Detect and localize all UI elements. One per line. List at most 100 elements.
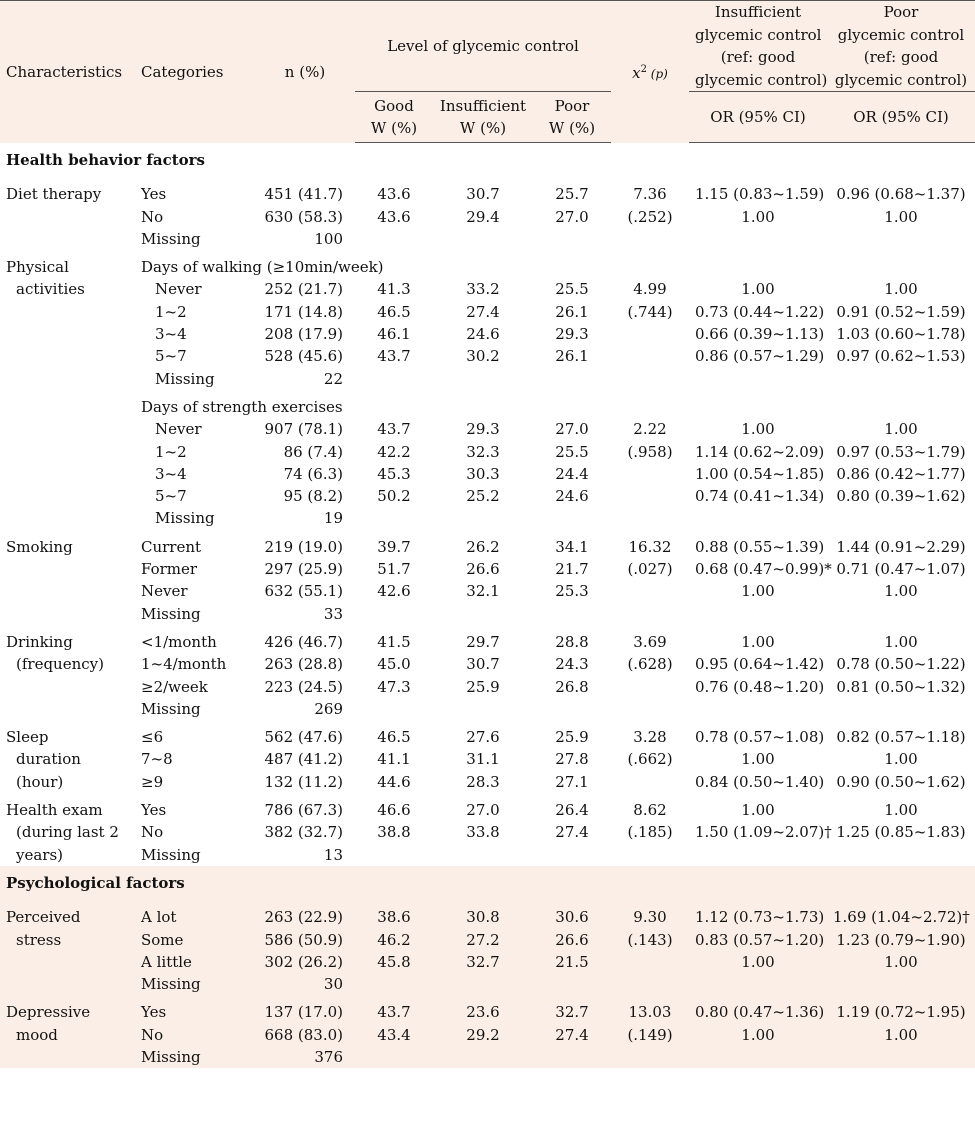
or-insufficient-cell: 0.78 (0.57~1.08) <box>695 728 825 747</box>
n-cell: 630 (58.3) <box>264 207 343 226</box>
or-poor-cell: 1.69 (1.04~2.72)† <box>827 900 975 929</box>
chi-cell: (.744) <box>627 302 673 321</box>
n-cell: 907 (78.1) <box>264 420 343 439</box>
poor-cell: 21.7 <box>555 560 589 579</box>
or-insufficient-cell: 1.12 (0.73~1.73) <box>689 900 827 929</box>
insufficient-cell <box>433 1045 533 1069</box>
chi-cell <box>611 228 689 250</box>
table-row: Missing 30 <box>0 973 975 996</box>
or-insufficient-cell: 0.68 (0.47~0.99)* <box>695 560 832 579</box>
characteristic-label: mood <box>16 1025 58 1044</box>
characteristic-cell: Physical activities <box>0 250 135 390</box>
insufficient-cell: 32.1 <box>466 582 500 601</box>
category-cell: Missing <box>135 973 255 996</box>
or-poor-cell: 1.19 (0.72~1.95) <box>827 995 975 1024</box>
or-poor-cell: 0.91 (0.52~1.59) <box>836 302 966 321</box>
poor-cell: 25.5 <box>555 280 589 299</box>
characteristic-cell: Depressive mood <box>0 995 135 1069</box>
poor-cell <box>533 973 611 996</box>
characteristic-label: (during last 2 <box>16 823 119 842</box>
or-poor-cell: 0.71 (0.47~1.07) <box>836 560 966 579</box>
table-row: Missing 376 <box>0 1045 975 1069</box>
insufficient-cell <box>433 698 533 720</box>
table-row: Never 252 (21.7) 41.3 33.2 25.5 4.99 1.00 1.00 <box>0 278 975 300</box>
chi-cell: 2.22 <box>633 420 667 439</box>
insufficient-cell: 27.2 <box>433 928 533 951</box>
category-cell: 3~4 <box>155 464 187 483</box>
table-row: Former 297 (25.9) 51.7 26.6 21.7 (.027) 0.68 (… <box>0 558 975 580</box>
or-poor-cell: 1.00 <box>884 632 918 651</box>
chi-cell <box>611 771 689 793</box>
or-insufficient-cell <box>689 1045 827 1069</box>
or-poor-cell: 1.00 <box>827 1023 975 1046</box>
insufficient-cell <box>433 507 533 529</box>
good-cell: 51.7 <box>377 560 411 579</box>
poor-cell: 27.4 <box>533 1023 611 1046</box>
chi-cell <box>611 580 689 602</box>
n-cell: 263 (22.9) <box>255 900 355 929</box>
n-cell: 528 (45.6) <box>264 347 343 366</box>
or-poor-cell <box>827 603 975 625</box>
or-poor-cell: 0.97 (0.62~1.53) <box>836 347 966 366</box>
n-cell: 74 (6.3) <box>283 464 343 483</box>
poor-cell: 30.6 <box>533 900 611 929</box>
or-poor-cell: 1.00 <box>884 207 918 226</box>
or-poor-cell: 1.00 <box>884 280 918 299</box>
characteristic-cell: Perceived stress <box>0 900 135 996</box>
table-row: 3~4 74 (6.3) 45.3 30.3 24.4 1.00 (0.54~1.85) 0… <box>0 463 975 485</box>
table-row: 1~4/month 263 (28.8) 45.0 30.7 24.3 (.628) 0.9… <box>0 653 975 675</box>
table-row: ≥9 132 (11.2) 44.6 28.3 27.1 0.84 (0.50~1.40)… <box>0 771 975 793</box>
characteristic-label: Health exam <box>6 801 103 820</box>
category-cell: A little <box>135 950 255 974</box>
characteristic-label: Physical <box>6 258 69 277</box>
chi-cell <box>611 345 689 367</box>
table-row: No 630 (58.3) 43.6 29.4 27.0 (.252) 1.00 1.00 <box>0 206 975 228</box>
header-n: n (%) <box>255 0 355 143</box>
n-cell: 100 <box>314 229 343 248</box>
or-insufficient-cell: 1.00 <box>741 582 775 601</box>
category-cell: 1~2 <box>155 442 187 461</box>
or-insufficient-cell <box>689 603 827 625</box>
chi-cell: 9.30 <box>611 900 689 929</box>
table-row: Never 907 (78.1) 43.7 29.3 27.0 2.22 1.00 1.00 <box>0 418 975 440</box>
poor-cell: 27.0 <box>555 420 589 439</box>
or-insufficient-cell: 0.83 (0.57~1.20) <box>689 928 827 951</box>
good-cell: 46.5 <box>377 302 411 321</box>
table-row: Sleep duration (hour) ≤6 562 (47.6) 46.5 27.6 2… <box>0 720 975 791</box>
category-cell: Current <box>141 537 202 556</box>
good-cell: 42.6 <box>377 582 411 601</box>
good-cell: 43.4 <box>355 1023 433 1046</box>
results-table-container: Characteristics Categories n (%) Level o… <box>0 0 975 1069</box>
good-cell: 47.3 <box>377 677 411 696</box>
table-row: 3~4 208 (17.9) 46.1 24.6 29.3 0.66 (0.39~1.13… <box>0 323 975 345</box>
chi-cell <box>611 698 689 720</box>
section-title-row: Psychological factors <box>0 865 975 901</box>
header-or-poor-line1: Poor <box>883 3 919 21</box>
characteristic-label: years) <box>16 845 64 864</box>
table-row: ≥2/week 223 (24.5) 47.3 25.9 26.8 0.76 (0.48~… <box>0 676 975 698</box>
chi-cell: 7.36 <box>633 185 667 204</box>
characteristic-label: Smoking <box>6 537 73 556</box>
category-cell: 5~7 <box>155 347 187 366</box>
or-poor-cell <box>827 368 975 390</box>
chi-cell: 8.62 <box>633 801 667 820</box>
n-cell: 19 <box>323 509 343 528</box>
n-cell: 668 (83.0) <box>255 1023 355 1046</box>
n-cell: 95 (8.2) <box>283 487 343 506</box>
good-cell: 45.3 <box>377 464 411 483</box>
header-chi-p: (p) <box>646 66 668 81</box>
section-title: Psychological factors <box>0 865 975 901</box>
good-cell: 43.7 <box>355 995 433 1024</box>
category-cell: Never <box>155 280 202 299</box>
insufficient-cell: 33.2 <box>466 280 500 299</box>
category-cell: Missing <box>141 604 201 623</box>
chi-cell: 3.69 <box>633 632 667 651</box>
n-cell: 22 <box>323 369 343 388</box>
category-cell: A lot <box>135 900 255 929</box>
good-cell: 43.7 <box>377 420 411 439</box>
section-health-behavior: Health behavior factors Diet therapy Yes 45… <box>0 142 975 866</box>
good-cell <box>355 368 433 390</box>
poor-cell: 25.3 <box>555 582 589 601</box>
header-poor-line1: Poor <box>554 96 590 115</box>
table-row: Missing 13 <box>0 844 975 866</box>
